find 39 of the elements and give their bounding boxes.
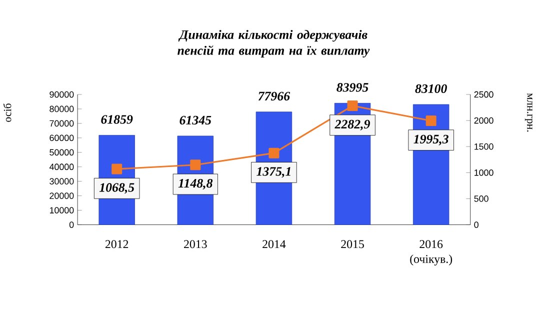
y-tick-label: 80000 [50,106,74,112]
x-tick-label: 2014 [262,240,286,248]
y-tick-label: 30000 [50,178,74,184]
y2-tick-label: 2000 [474,117,494,124]
y-tick-label: 70000 [50,120,74,127]
data-label: 1375,1 [256,167,290,178]
y-tick-label: 60000 [50,134,74,141]
y2-tick-label: 0 [474,221,478,228]
y-axis-title: осіб [3,103,12,122]
y-tick-label: 10000 [50,207,74,214]
y-tick-label: 0 [69,222,74,228]
data-label: 83100 [415,84,447,93]
point [268,148,280,158]
data-label: 77966 [258,92,290,100]
data-label: 2282,9 [334,120,370,130]
data-label: 1148,8 [178,178,213,190]
point [112,164,122,174]
y-tick-label: 40000 [49,164,74,170]
data-label: 83995 [336,82,368,92]
x-tick-label: 2016 (очікув.) [410,240,452,266]
data-label: 61345 [180,116,212,124]
x-tick-label: 2015 [341,240,364,248]
y-tick-label: 20000 [50,192,74,199]
chart-title: Динаміка кількості одержувачів пенсій та витрат на їх виплату [178,30,370,58]
y2-tick-label: 1500 [474,143,494,150]
y-tick-label: 50000 [50,149,74,156]
point [426,115,436,126]
y2-tick-label: 500 [474,195,488,202]
y2-tick-label: 1000 [474,169,494,176]
y-tick-label: 90000 [50,91,74,98]
point [190,160,201,170]
y2-tick-label: 2500 [474,91,494,98]
data-label: 1068,5 [99,183,134,194]
point [347,100,358,111]
x-tick-label: 2012 [105,240,128,248]
y2-axis-title: млн.грн. [524,93,532,132]
x-tick-label: 2013 [184,240,207,248]
data-label: 1995,3 [414,134,448,146]
data-label: 61859 [101,115,133,124]
